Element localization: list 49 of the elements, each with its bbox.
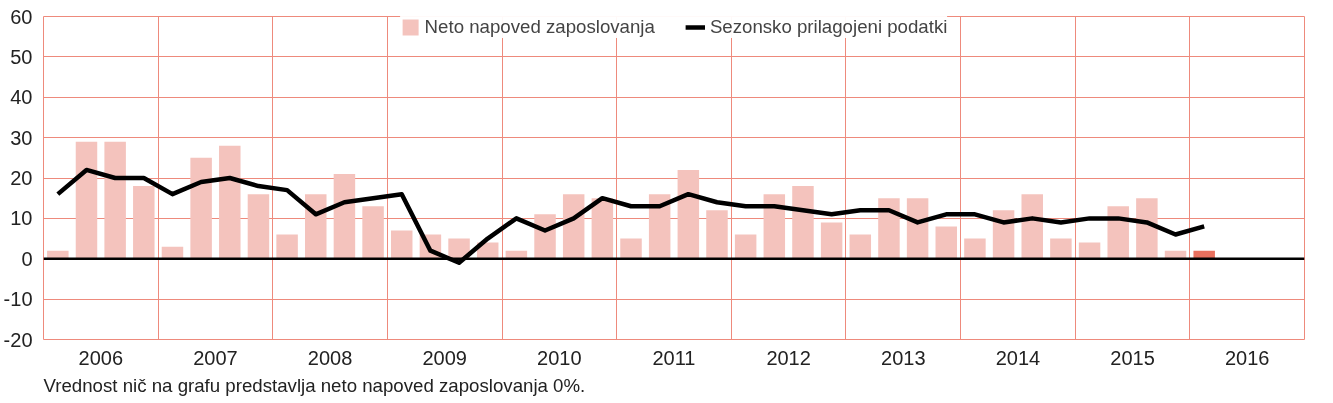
bar [1050, 238, 1072, 259]
bar [75, 141, 98, 259]
bar [591, 198, 614, 259]
bar [133, 186, 155, 259]
y-tick-label: 40 [10, 86, 33, 109]
bar [390, 230, 413, 259]
y-tick-label: 10 [10, 207, 33, 230]
bar [849, 234, 872, 259]
y-tick-label: 30 [10, 126, 33, 149]
legend-label: Neto napoved zaposlovanja [424, 16, 655, 38]
bar [677, 169, 700, 259]
bar [276, 234, 298, 259]
y-tick-label: 20 [10, 167, 33, 189]
bar [104, 141, 126, 259]
bar [935, 226, 958, 259]
bar [247, 194, 270, 259]
bar [1021, 194, 1043, 259]
x-tick-label: 2013 [881, 346, 926, 369]
bar [362, 206, 384, 259]
y-tick-label: 50 [10, 45, 33, 68]
bar [219, 145, 241, 259]
x-tick-label: 2006 [78, 346, 124, 369]
bar [333, 173, 356, 259]
legend-label: Sezonsko prilagojeni podatki [709, 16, 948, 38]
y-tick-label: -20 [3, 328, 33, 351]
bar [792, 186, 814, 259]
x-tick-label: 2014 [995, 346, 1041, 369]
bar [734, 234, 757, 259]
x-tick-label: 2011 [652, 346, 696, 369]
bar [878, 198, 900, 259]
bar [190, 157, 212, 259]
x-tick-label: 2015 [1110, 346, 1155, 369]
bar [820, 222, 843, 259]
x-tick-label: 2010 [537, 346, 582, 369]
x-tick-label: 2009 [422, 346, 467, 369]
bar [964, 238, 986, 259]
bar [706, 210, 728, 259]
y-tick-label: -10 [3, 288, 33, 311]
x-tick-label: 2007 [193, 346, 238, 369]
y-tick-label: 60 [10, 5, 33, 28]
x-tick-label: 2012 [766, 346, 811, 369]
bar [305, 194, 327, 259]
bar [620, 238, 642, 259]
text: Vrednost nič na grafu predstavlja neto napoved zaposlovanja 0%. [43, 374, 586, 396]
x-tick-label: 2008 [307, 346, 353, 369]
x-tick-label: 2016 [1224, 346, 1270, 369]
y-tick-label: 0 [21, 247, 33, 270]
bar [1078, 242, 1101, 259]
bar [1136, 198, 1158, 259]
